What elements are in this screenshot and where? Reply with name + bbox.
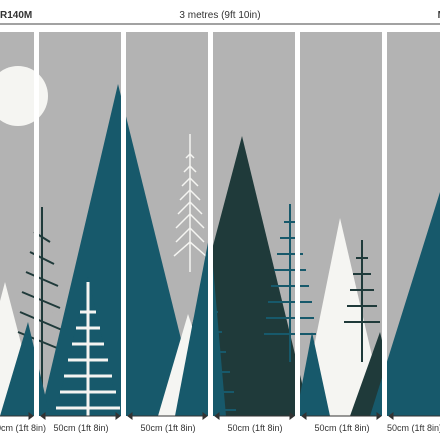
panel-width-label: 50cm (1ft 8in)	[140, 423, 196, 433]
mountain-teal-front-right	[296, 332, 330, 416]
striped-tree-teal-right-icon	[264, 204, 316, 362]
product-code-left: R140M	[0, 10, 33, 21]
mountain-white-right	[300, 218, 386, 416]
panel-gaps	[34, 32, 387, 416]
wallpaper-mural	[0, 32, 440, 416]
panel-width-label: 50cm (1ft 8in)	[227, 423, 283, 433]
striped-tree-dark-right-icon	[344, 240, 380, 362]
striped-tree-white-icon	[55, 277, 120, 416]
panel-width-label: 0cm (1ft 8in)	[0, 423, 47, 433]
panel-width-label: 50cm (1ft 8in)	[53, 423, 109, 433]
panel-dimension-lines	[0, 412, 440, 420]
panel-width-label: 50cm (1ft 8in)	[314, 423, 370, 433]
feather-tree-white-icon	[173, 134, 207, 272]
mountain-teal-far-right	[370, 192, 440, 416]
mountain-teal-mid	[175, 232, 226, 416]
total-width-label: 3 metres (9ft 10in)	[179, 10, 261, 21]
panel-width-label: 50cm (1ft 8in)	[387, 423, 440, 433]
total-width-dimension-line	[0, 23, 440, 25]
product-code-right: M	[438, 10, 440, 21]
